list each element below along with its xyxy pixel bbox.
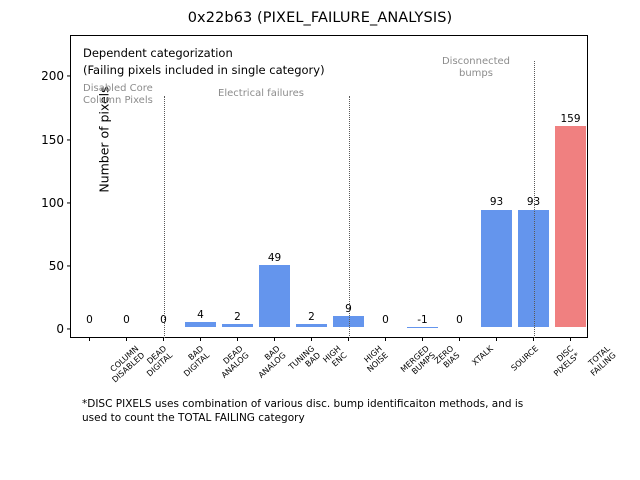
x-tick-mark	[496, 337, 498, 341]
x-tick-mark	[311, 337, 313, 341]
x-tick-label: DISC PIXELS*	[551, 344, 581, 379]
bar[interactable]	[481, 209, 512, 327]
x-tick-label: TUNING BAD	[286, 344, 322, 372]
bar-value-label: 2	[308, 311, 315, 324]
bar[interactable]	[518, 209, 549, 327]
bar-value-label: 0	[123, 313, 130, 326]
category-divider	[534, 61, 536, 338]
annotation-group-electrical: Electrical failures	[218, 88, 304, 99]
bar-value-label: 49	[267, 252, 282, 265]
y-tick-label: 50	[48, 258, 64, 273]
category-divider	[349, 96, 351, 338]
x-tick-label: TOTAL FAILING	[586, 344, 618, 379]
bar[interactable]	[259, 265, 290, 327]
x-tick-mark	[237, 337, 239, 341]
bar-value-label: 0	[456, 313, 463, 326]
bar-value-label: 2	[234, 311, 241, 324]
y-tick-label: 100	[41, 195, 64, 210]
bar-value-label: 93	[526, 196, 541, 209]
bar-value-label: -1	[417, 313, 428, 326]
x-tick-label: BAD ANALOG	[256, 344, 288, 381]
y-tick-mark	[67, 75, 71, 77]
bar-value-label: 0	[382, 313, 389, 326]
x-tick-label: BAD DIGITAL	[181, 344, 211, 379]
x-tick-mark	[348, 337, 350, 341]
annotation-group-disabled-core: Disabled Core Column Pixels	[83, 83, 153, 106]
chart-title: 0x22b63 (PIXEL_FAILURE_ANALYSIS)	[187, 10, 453, 26]
y-tick-mark	[67, 138, 71, 141]
x-tick-mark	[200, 337, 202, 341]
x-tick-mark	[533, 337, 535, 341]
bar-value-label: 0	[86, 313, 93, 326]
x-tick-mark	[126, 337, 128, 341]
x-tick-label: XTALK	[469, 344, 495, 368]
bar[interactable]	[185, 321, 216, 327]
annotation-heading-2: (Failing pixels included in single categ…	[83, 63, 325, 77]
bar[interactable]	[407, 326, 438, 329]
x-tick-label: SOURCE	[508, 344, 540, 373]
x-tick-mark	[274, 337, 276, 341]
bar[interactable]	[555, 126, 586, 327]
y-tick-label: 200	[41, 69, 64, 84]
x-tick-label: MERGED BUMPS	[398, 344, 437, 377]
x-tick-label: HIGH ENC	[320, 344, 349, 369]
bar-value-label: 9	[345, 302, 352, 315]
x-tick-mark	[459, 337, 461, 341]
y-tick-mark	[67, 265, 71, 267]
bar[interactable]	[333, 315, 364, 327]
x-tick-mark	[422, 337, 424, 341]
annotation-group-disconnected: Disconnected bumps	[441, 56, 511, 79]
annotation-heading-1: Dependent categorization	[83, 46, 233, 60]
x-tick-mark	[163, 337, 165, 341]
y-tick-label: 150	[41, 132, 64, 147]
x-tick-mark	[385, 337, 387, 341]
bar[interactable]	[296, 324, 327, 327]
x-tick-label: ZERO BIAS	[432, 344, 462, 370]
bar[interactable]	[222, 324, 253, 327]
y-tick-mark	[67, 202, 71, 204]
bar-value-label: 4	[197, 308, 204, 321]
bar-value-label: 159	[560, 113, 581, 126]
category-divider	[164, 96, 166, 338]
x-tick-mark	[570, 337, 572, 341]
plot-area: Number of pixels 0 50 100 150 200 COLUMN DIS…	[41, 35, 617, 385]
chart-footnote: *DISC PIXELS uses combination of various…	[82, 398, 524, 424]
x-tick-mark	[89, 337, 91, 341]
bar-value-label: 93	[489, 196, 504, 209]
x-tick-label: DEAD DIGITAL	[144, 344, 174, 379]
bar-value-label: 0	[160, 313, 167, 326]
y-tick-label: 0	[56, 321, 64, 336]
y-tick-mark	[67, 328, 71, 330]
x-tick-label: HIGH NOISE	[361, 344, 390, 375]
x-tick-label: DEAD ANALOG	[219, 344, 251, 381]
